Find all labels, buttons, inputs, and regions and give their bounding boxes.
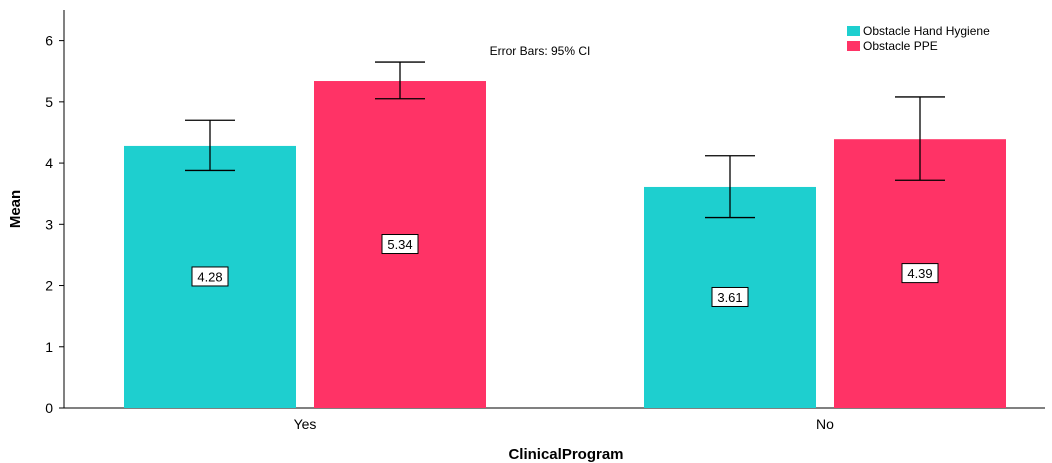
legend-swatch-ppe bbox=[847, 41, 860, 51]
legend: Obstacle Hand Hygiene Obstacle PPE bbox=[847, 24, 990, 53]
y-tick-label: 5 bbox=[45, 94, 53, 110]
data-label-box bbox=[901, 263, 939, 284]
x-tick-label: Yes bbox=[294, 416, 317, 432]
error-bars bbox=[185, 61, 945, 219]
y-tick-label: 2 bbox=[45, 278, 53, 294]
data-labels: 4.28 3.61 5.34 4.39 bbox=[191, 234, 939, 307]
x-axis-title: ClinicalProgram bbox=[508, 446, 623, 463]
legend-label-hand-hygiene: Obstacle Hand Hygiene bbox=[863, 24, 990, 38]
bars bbox=[124, 81, 1006, 408]
y-tick-label: 4 bbox=[45, 155, 53, 171]
x-ticks: Yes No bbox=[294, 416, 835, 432]
data-label: 4.28 bbox=[197, 269, 222, 284]
data-label: 4.39 bbox=[907, 266, 932, 281]
data-label-box bbox=[711, 286, 749, 307]
legend-swatch-hand-hygiene bbox=[847, 26, 860, 36]
x-tick-label: No bbox=[816, 416, 834, 432]
legend-label-ppe: Obstacle PPE bbox=[863, 39, 938, 53]
data-label-box bbox=[191, 266, 229, 287]
y-tick-label: 6 bbox=[45, 33, 53, 49]
data-label: 3.61 bbox=[717, 290, 742, 305]
y-tick-label: 3 bbox=[45, 216, 53, 232]
y-ticks: 0 1 2 3 4 5 6 bbox=[45, 33, 64, 416]
error-bars-annotation: Error Bars: 95% CI bbox=[490, 44, 591, 58]
data-label: 5.34 bbox=[387, 237, 412, 252]
y-axis-title: Mean bbox=[7, 190, 24, 228]
y-tick-label: 0 bbox=[45, 400, 53, 416]
y-tick-label: 1 bbox=[45, 339, 53, 355]
data-label-box bbox=[381, 234, 419, 255]
